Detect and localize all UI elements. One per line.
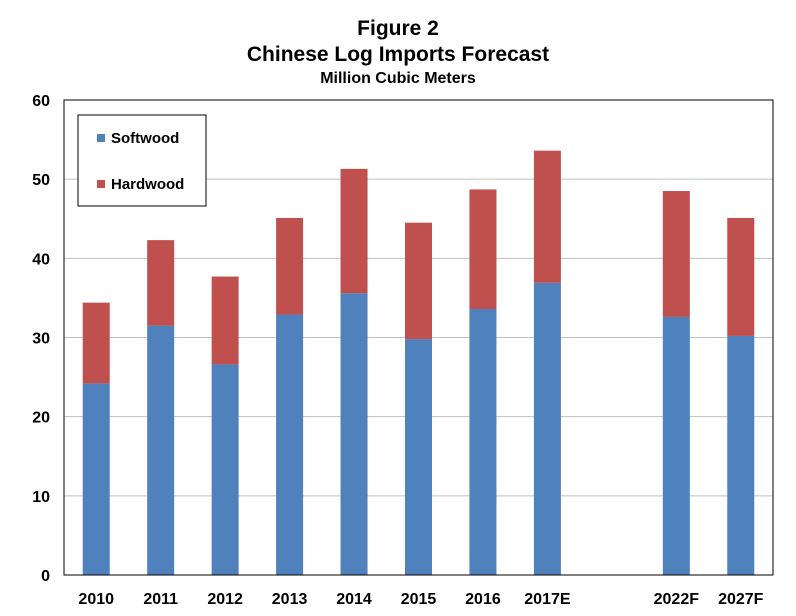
x-tick-label: 2022F: [654, 591, 700, 608]
chart-units: Million Cubic Meters: [320, 70, 476, 87]
bar-hardwood-2012: [211, 276, 239, 365]
bar-hardwood-2017E: [533, 150, 561, 283]
bar-hardwood-2022F: [662, 191, 690, 317]
legend-label-softwood: Softwood: [111, 130, 179, 147]
x-tick-label: 2017E: [524, 591, 571, 608]
bar-hardwood-2013: [276, 217, 304, 315]
bar-softwood-2015: [405, 339, 432, 575]
x-tick-label: 2014: [336, 591, 372, 608]
y-tick-label: 40: [32, 251, 50, 268]
bar-softwood-2013: [276, 314, 304, 575]
bar-hardwood-2015: [405, 222, 432, 340]
legend-box: [77, 114, 207, 207]
bar-hardwood-2010: [82, 302, 110, 384]
y-tick-label: 30: [32, 331, 50, 348]
legend-swatch-hardwood: [97, 180, 105, 188]
bar-hardwood-2027F: [727, 217, 755, 336]
plot-frame: [63, 99, 774, 576]
bar-hardwood-2014: [340, 168, 368, 294]
bar-softwood-2011: [147, 325, 175, 575]
bar-softwood-2022F: [662, 316, 690, 575]
x-tick-label: 2010: [78, 591, 114, 608]
legend-swatch-softwood: [97, 134, 105, 142]
bar-softwood-2012: [211, 364, 239, 575]
y-tick-label: 50: [32, 172, 50, 189]
y-tick-label: 20: [32, 410, 50, 427]
chart-title: Figure 2: [357, 17, 439, 40]
x-tick-label: 2015: [401, 591, 437, 608]
x-tick-label: 2016: [465, 591, 501, 608]
y-tick-label: 10: [32, 489, 50, 506]
bar-softwood-2017E: [533, 282, 561, 575]
y-tick-label: 0: [41, 568, 50, 585]
bar-hardwood-2016: [469, 189, 497, 309]
bar-softwood-2014: [340, 293, 368, 575]
x-tick-label: 2027F: [718, 591, 764, 608]
chart-subtitle: Chinese Log Imports Forecast: [246, 43, 550, 66]
x-tick-label: 2011: [143, 591, 178, 608]
bar-softwood-2016: [469, 309, 497, 575]
legend-label-hardwood: Hardwood: [111, 176, 184, 193]
bar-softwood-2010: [82, 383, 110, 575]
bar-softwood-2027F: [727, 335, 755, 575]
x-tick-label: 2013: [272, 591, 308, 608]
y-tick-label: 60: [32, 93, 50, 110]
x-tick-label: 2012: [207, 591, 243, 608]
bar-hardwood-2011: [147, 240, 175, 326]
